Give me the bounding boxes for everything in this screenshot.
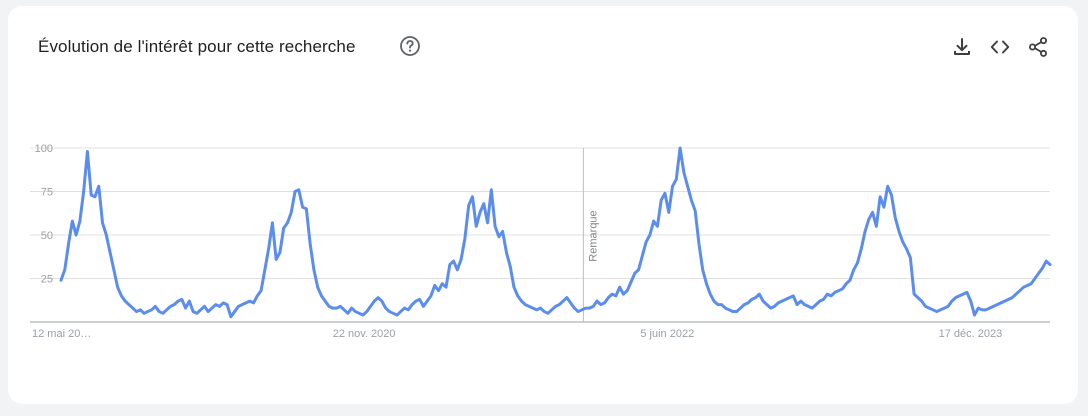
share-icon[interactable] xyxy=(1027,36,1049,58)
help-circle-icon[interactable] xyxy=(399,35,421,57)
y-tick-label: 75 xyxy=(41,187,53,199)
x-tick-label: 12 mai 20… xyxy=(32,328,91,340)
series-line-0[interactable] xyxy=(59,146,1052,319)
embed-code-icon[interactable] xyxy=(989,36,1011,58)
x-tick-label: 22 nov. 2020 xyxy=(333,328,396,340)
grid-lines xyxy=(30,147,1050,323)
series-layer xyxy=(59,146,1052,319)
y-tick-label: 100 xyxy=(35,143,53,155)
annotation-marker: Remarque xyxy=(582,148,599,322)
x-tick-label: 5 juin 2022 xyxy=(640,328,694,340)
x-tick-label: 17 déc. 2023 xyxy=(939,328,1003,340)
y-tick-label: 50 xyxy=(41,230,53,242)
y-tick-label: 25 xyxy=(41,274,53,286)
download-icon[interactable] xyxy=(951,36,973,58)
annotation-label[interactable]: Remarque xyxy=(587,210,599,261)
chart-title: Évolution de l'intérêt pour cette recher… xyxy=(38,37,356,56)
y-axis-ticks: 25 50 75 100 xyxy=(35,143,53,286)
x-axis-ticks: 12 mai 20… 22 nov. 2020 5 juin 2022 17 déc.… xyxy=(32,328,1002,340)
interest-over-time-card xyxy=(8,6,1078,404)
